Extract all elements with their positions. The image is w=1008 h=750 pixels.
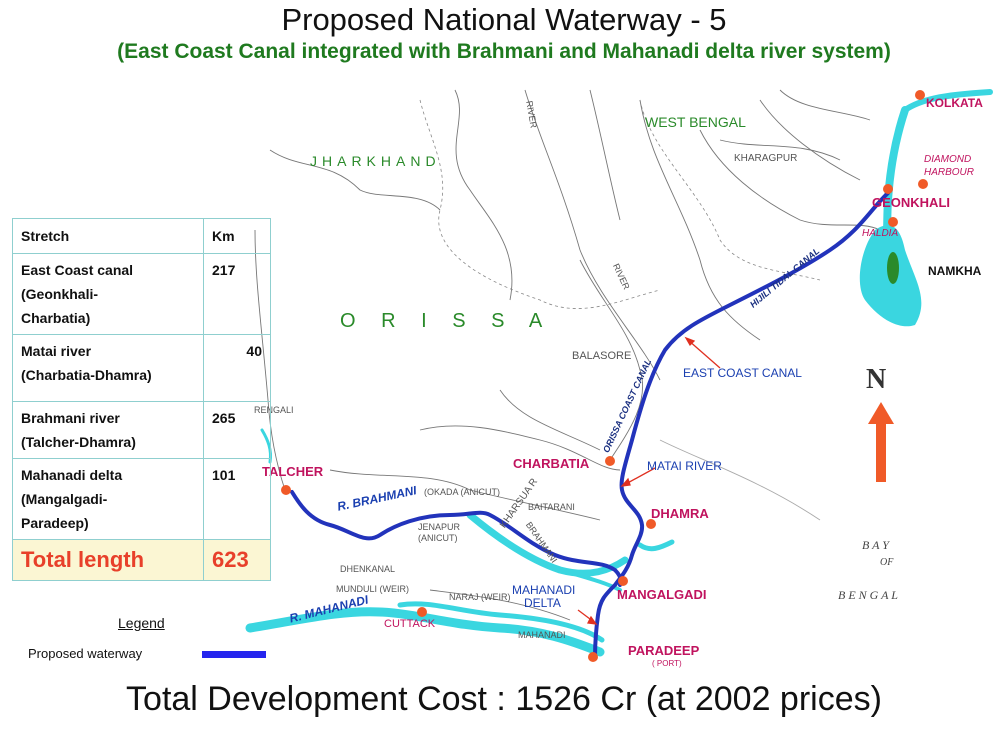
- table-row: East Coast canal (Geonkhali- Charbatia) …: [12, 253, 271, 335]
- stretch-cell: Matai river (Charbatia-Dhamra): [12, 334, 204, 402]
- stretch-line: Brahmani river: [21, 410, 120, 426]
- state-label-orissa: O R I S S A: [340, 310, 553, 332]
- stretch-line: (Mangalgadi-: [21, 491, 108, 507]
- city-markers: [281, 90, 928, 662]
- label-munduli-weir: MUNDULI (WEIR): [336, 584, 409, 594]
- legend-swatch: [202, 651, 266, 658]
- proposed-waterway-lines: [290, 191, 890, 659]
- annotation-arrows: [577, 336, 721, 625]
- legend-item-label: Proposed waterway: [28, 646, 143, 661]
- total-cost-footer: Total Development Cost : 1526 Cr (at 200…: [126, 680, 882, 718]
- total-km: 623: [203, 539, 271, 581]
- sea-label-of: OF: [880, 557, 894, 568]
- km-cell: 101: [203, 458, 271, 540]
- city-harbour: HARBOUR: [924, 167, 975, 178]
- label-naraj-weir: NARAJ (WEIR): [449, 592, 511, 602]
- label-east-coast-canal: EAST COAST CANAL: [683, 366, 802, 380]
- city-balasore: BALASORE: [572, 350, 632, 362]
- sea-label-bay: B A Y: [862, 538, 889, 552]
- table-header-km: Km: [203, 218, 271, 254]
- stretch-line: (Talcher-Dhamra): [21, 434, 136, 450]
- label-mahanadi-delta: DELTA: [524, 596, 561, 610]
- map-subtitle: (East Coast Canal integrated with Brahma…: [117, 40, 891, 63]
- stretch-table: Stretch Km East Coast canal (Geonkhali- …: [12, 218, 271, 581]
- table-row: Matai river (Charbatia-Dhamra) 40: [12, 334, 271, 402]
- table-header-row: Stretch Km: [12, 218, 271, 254]
- stretch-cell: Mahanadi delta (Mangalgadi- Paradeep): [12, 458, 204, 540]
- sea-label-bengal: B E N G A L: [838, 588, 898, 602]
- label-mahanadi-1: MAHANADI: [512, 583, 576, 597]
- stretch-line: Mahanadi delta: [21, 467, 123, 483]
- legend-title: Legend: [118, 615, 165, 631]
- label-matai-river: MATAI RIVER: [647, 459, 722, 473]
- stretch-line: Charbatia): [21, 310, 91, 326]
- background-rivers: [254, 89, 881, 621]
- km-cell: 265: [203, 401, 271, 459]
- city-cuttack: CUTTACK: [384, 618, 436, 630]
- city-paradeep: PARADEEP: [628, 643, 700, 658]
- stretch-line: (Geonkhali-: [21, 286, 99, 302]
- city-dhamra: DHAMRA: [651, 506, 709, 521]
- label-baitarani: BAITARANI: [528, 502, 575, 512]
- city-mangalgadi: MANGALGADI: [617, 587, 707, 602]
- city-kharagpur: KHARAGPUR: [734, 153, 798, 164]
- north-arrow-icon: [868, 402, 894, 482]
- city-diamond: DIAMOND: [924, 154, 972, 165]
- city-rengali: RENGALI: [254, 405, 294, 415]
- label-mahanadi-small: MAHANADI: [518, 630, 566, 640]
- city-namkha: NAMKHA: [928, 264, 982, 278]
- state-label-west-bengal: WEST BENGAL: [645, 114, 746, 130]
- city-talcher: TALCHER: [262, 464, 324, 479]
- label-dhenkanal: DHENKANAL: [340, 564, 396, 574]
- north-label: N: [866, 364, 887, 395]
- stretch-cell: East Coast canal (Geonkhali- Charbatia): [12, 253, 204, 335]
- stretch-line: Paradeep): [21, 515, 89, 531]
- label-jenapur: JENAPUR: [418, 522, 461, 532]
- estuary-island: [887, 252, 899, 284]
- table-row: Brahmani river (Talcher-Dhamra) 265: [12, 401, 271, 459]
- label-jenapur-anicut: (ANICUT): [418, 533, 458, 543]
- label-okada-anicut: (OKADA (ANICUT): [424, 487, 501, 497]
- total-label: Total length: [12, 539, 204, 581]
- stretch-cell: Brahmani river (Talcher-Dhamra): [12, 401, 204, 459]
- stretch-line: (Charbatia-Dhamra): [21, 367, 152, 383]
- city-charbatia: CHARBATIA: [513, 456, 590, 471]
- map-title: Proposed National Waterway - 5: [281, 2, 727, 37]
- state-borders: [419, 99, 821, 309]
- city-haldia: HALDIA: [862, 228, 899, 239]
- city-geonkhali: GEONKHALI: [872, 195, 950, 210]
- table-row: Mahanadi delta (Mangalgadi- Paradeep) 10…: [12, 458, 271, 540]
- km-cell: 217: [203, 253, 271, 335]
- table-header-stretch: Stretch: [12, 218, 204, 254]
- city-kolkata: KOLKATA: [926, 96, 983, 110]
- state-label-jharkhand: JHARKHAND: [310, 153, 441, 169]
- stretch-line: Matai river: [21, 343, 92, 359]
- km-cell: 40: [203, 334, 271, 402]
- stretch-line: East Coast canal: [21, 262, 134, 278]
- table-total-row: Total length 623: [12, 539, 271, 581]
- city-paradeep-port: ( PORT): [652, 659, 682, 668]
